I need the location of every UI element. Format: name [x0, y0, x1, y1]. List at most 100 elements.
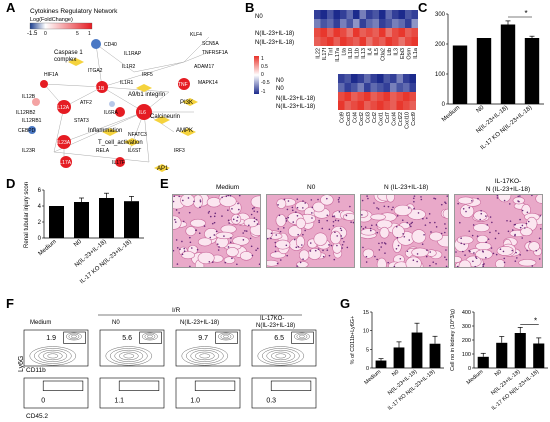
nucleus — [471, 200, 473, 202]
node-label: IL17F — [112, 160, 125, 166]
nucleus — [480, 212, 483, 215]
node-label: IL6ST — [128, 148, 141, 154]
nucleus — [227, 246, 230, 248]
heatmap-cell — [370, 101, 377, 110]
nucleus — [203, 225, 206, 227]
heatmap-cell — [320, 28, 327, 37]
nucleus — [485, 215, 487, 217]
nucleus — [173, 195, 176, 198]
x-tick-label: N0 — [391, 369, 400, 378]
y-tick-label: 100 — [462, 352, 471, 358]
heatmap-cell — [411, 10, 418, 19]
node-label: AMPK — [176, 128, 193, 134]
nucleus — [258, 263, 260, 266]
node-label: Inflammation — [88, 128, 122, 134]
heatmap-cell — [351, 83, 358, 92]
heatmap-cell — [383, 83, 390, 92]
heatmap-cell — [385, 10, 392, 19]
nucleus — [502, 250, 505, 253]
flow-plot-frame — [99, 329, 165, 367]
nucleus — [490, 247, 493, 249]
bar — [452, 45, 468, 104]
nucleus — [350, 221, 352, 223]
bar — [393, 347, 405, 368]
nucleus — [508, 203, 511, 205]
nucleus — [214, 212, 217, 215]
nucleus — [285, 217, 287, 220]
nucleus — [183, 250, 186, 252]
nucleus — [232, 218, 235, 221]
bar — [496, 342, 508, 368]
heatmap-col-label: Tnf — [328, 48, 334, 56]
nucleus — [526, 211, 529, 214]
significance-mark: * — [524, 9, 527, 18]
tubule — [298, 249, 310, 261]
nucleus — [296, 198, 299, 200]
nucleus — [489, 216, 492, 218]
heatmap-col-label: IL1a — [413, 47, 419, 59]
flow-contour — [296, 333, 308, 340]
nucleus — [228, 222, 230, 224]
nucleus — [413, 207, 415, 210]
heatmap-legend-tick: 0 — [261, 72, 264, 78]
nucleus — [406, 221, 409, 224]
tubule — [496, 245, 514, 256]
heatmap-cell — [357, 74, 364, 83]
nucleus — [402, 233, 404, 235]
nucleus — [249, 237, 252, 240]
node-label: IL12RB2 — [16, 110, 36, 116]
nucleus — [369, 229, 372, 232]
nucleus — [238, 195, 241, 197]
node-label: IL6 — [139, 110, 146, 116]
heatmap-cell — [370, 74, 377, 83]
nucleus — [199, 199, 202, 201]
heatmap-cell — [377, 74, 384, 83]
tubule — [267, 259, 279, 267]
node-label: IL23A — [57, 140, 71, 146]
y-tick-label: 15 — [363, 310, 369, 316]
flow-plot-frame — [175, 377, 241, 409]
heatmap-cell — [398, 37, 405, 46]
nucleus — [343, 240, 345, 243]
nucleus — [267, 237, 269, 240]
flow-col-label: Medium — [30, 320, 51, 326]
nucleus — [515, 251, 517, 254]
nucleus — [174, 221, 177, 223]
tubule — [197, 237, 212, 247]
heatmap-cell — [370, 83, 377, 92]
x-tick-label: IL-17 KO N(IL-23+IL-18) — [480, 105, 534, 151]
bar — [514, 333, 526, 368]
nucleus — [460, 237, 462, 240]
heatmap-cell — [392, 10, 399, 19]
nucleus — [417, 212, 420, 214]
heatmap-cell — [351, 101, 358, 110]
nucleus — [178, 212, 180, 214]
heatmap-col-label: Cxcl1 — [378, 112, 384, 126]
heatmap-cell — [344, 92, 351, 101]
nucleus — [511, 249, 514, 252]
node-cd40 — [91, 39, 101, 49]
node-il1b — [96, 81, 108, 93]
flow-gate — [215, 331, 238, 344]
nucleus — [227, 195, 230, 197]
heatmap-col-label: Ccl2 — [372, 112, 378, 123]
heatmap-cell — [377, 83, 384, 92]
heatmap-cell — [364, 74, 371, 83]
nucleus — [345, 214, 348, 217]
nucleus — [175, 239, 178, 241]
heatmap-cell — [338, 101, 345, 110]
network-nodes — [28, 39, 198, 172]
heatmap-cell — [353, 37, 360, 46]
tubule — [313, 232, 328, 246]
nucleus — [365, 261, 368, 263]
nucleus — [276, 262, 279, 265]
nucleus — [378, 242, 380, 245]
nucleus — [413, 195, 416, 197]
nucleus — [182, 220, 185, 223]
nucleus — [376, 258, 378, 261]
heatmap-cell — [344, 83, 351, 92]
nucleus — [514, 260, 517, 262]
nucleus — [173, 249, 175, 252]
nucleus — [444, 256, 446, 258]
